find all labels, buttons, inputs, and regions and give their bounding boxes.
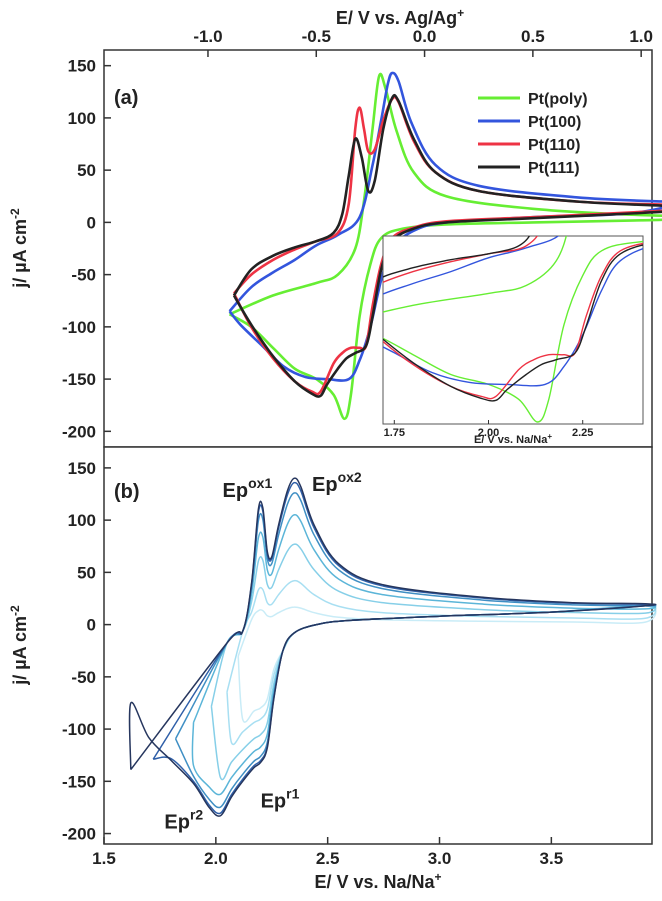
panel-b-annotations: Epox1 Epox2 Epr1 Epr2 xyxy=(164,469,362,833)
top-axis-tick-label: 0.0 xyxy=(413,27,437,46)
series-cycle-7 xyxy=(128,477,657,817)
x-axis-tick-label: 2.0 xyxy=(204,849,228,868)
series-cycle-2 xyxy=(226,579,657,746)
y-axis-tick-label: -200 xyxy=(62,422,96,441)
y-axis-tick-label: -100 xyxy=(62,720,96,739)
top-axis-tick-label: 0.5 xyxy=(521,27,545,46)
series-pt-111 xyxy=(232,93,662,398)
legend-label: Pt(100) xyxy=(528,114,581,131)
series-pt-100 xyxy=(228,71,662,382)
y-axis-tick-label: -150 xyxy=(62,772,96,791)
peak-annotation-ox1: Epox1 xyxy=(223,475,273,502)
panel-a-curves xyxy=(228,71,662,421)
y-axis-tick-label: 100 xyxy=(68,109,96,128)
panel-a-top-axis: -1.0 -0.5 0.0 0.5 1.0 xyxy=(193,27,653,57)
inset-plot: 1.75 2.00 2.25 E/ V vs. Na/Na+ xyxy=(382,235,644,446)
inset-x-axis-label: E/ V vs. Na/Na+ xyxy=(474,432,552,446)
legend-label: Pt(111) xyxy=(528,160,580,177)
y-axis-tick-label: -50 xyxy=(71,266,96,285)
panel-b-y-axis: -200 -150 -100 -50 0 50 100 150 xyxy=(62,459,111,844)
x-axis-tick-label: 2.5 xyxy=(316,849,340,868)
legend-label: Pt(110) xyxy=(528,137,580,154)
inset-tick-label: 2.25 xyxy=(572,427,593,439)
series-pt-110 xyxy=(232,95,662,396)
y-axis-tick-label: 0 xyxy=(87,616,96,635)
panel-b: 1.5 2.0 2.5 3.0 3.5 -200 -150 -100 -50 0 50 100 150… xyxy=(8,446,657,892)
panel-b-label: (b) xyxy=(114,481,140,503)
peak-annotation-r1: Epr1 xyxy=(261,785,300,812)
series-cycle-4 xyxy=(191,514,657,796)
y-axis-tick-label: 100 xyxy=(68,511,96,530)
y-axis-tick-label: 150 xyxy=(68,57,96,76)
series-cycle-3 xyxy=(210,543,657,781)
inset-x-axis: 1.75 2.00 2.25 xyxy=(384,420,593,439)
inset-series xyxy=(383,236,643,423)
y-axis-tick-label: -150 xyxy=(62,370,96,389)
panel-a-label: (a) xyxy=(114,87,138,109)
panel-b-curves xyxy=(128,477,657,817)
top-axis-tick-label: 1.0 xyxy=(629,27,653,46)
y-axis-tick-label: 50 xyxy=(77,161,96,180)
panel-a: -1.0 -0.5 0.0 0.5 1.0 -200 -150 -100 -50 0 50 100 1… xyxy=(8,6,662,448)
legend-label: Pt(poly) xyxy=(528,91,588,108)
x-axis-tick-label: 1.5 xyxy=(92,849,116,868)
panel-a-y-axis-label: j/ µA cm-2 xyxy=(8,208,30,289)
y-axis-tick-label: 50 xyxy=(77,563,96,582)
panel-a-legend: Pt(poly) Pt(100) Pt(110) Pt(111) xyxy=(478,91,588,177)
inset-tick-label: 2.00 xyxy=(478,427,499,439)
peak-annotation-ox2: Epox2 xyxy=(312,469,362,496)
y-axis-tick-label: -100 xyxy=(62,318,96,337)
inset-tick-label: 1.75 xyxy=(384,427,405,439)
inset-series xyxy=(383,236,643,400)
panel-a-y-axis: -200 -150 -100 -50 0 50 100 150 xyxy=(62,57,111,441)
panel-b-x-axis-label: E/ V vs. Na/Na+ xyxy=(314,870,441,892)
top-axis-tick-label: -0.5 xyxy=(302,27,331,46)
x-axis-tick-label: 3.5 xyxy=(540,849,564,868)
panel-a-top-axis-label: E/ V vs. Ag/Ag+ xyxy=(336,6,464,28)
y-axis-tick-label: 0 xyxy=(87,213,96,232)
y-axis-tick-label: -50 xyxy=(71,668,96,687)
panel-b-frame xyxy=(103,446,653,845)
panel-b-y-axis-label: j/ µA cm-2 xyxy=(8,605,30,686)
x-axis-tick-label: 3.0 xyxy=(428,849,452,868)
series-cycle-1 xyxy=(237,604,657,723)
y-axis-tick-label: -200 xyxy=(62,825,96,844)
y-axis-tick-label: 150 xyxy=(68,459,96,478)
peak-annotation-r2: Epr2 xyxy=(164,806,203,833)
panel-b-x-axis: 1.5 2.0 2.5 3.0 3.5 xyxy=(92,837,563,868)
top-axis-tick-label: -1.0 xyxy=(193,27,222,46)
inset-series xyxy=(383,236,643,402)
inset-series xyxy=(383,236,643,387)
inset-curves xyxy=(383,236,643,423)
